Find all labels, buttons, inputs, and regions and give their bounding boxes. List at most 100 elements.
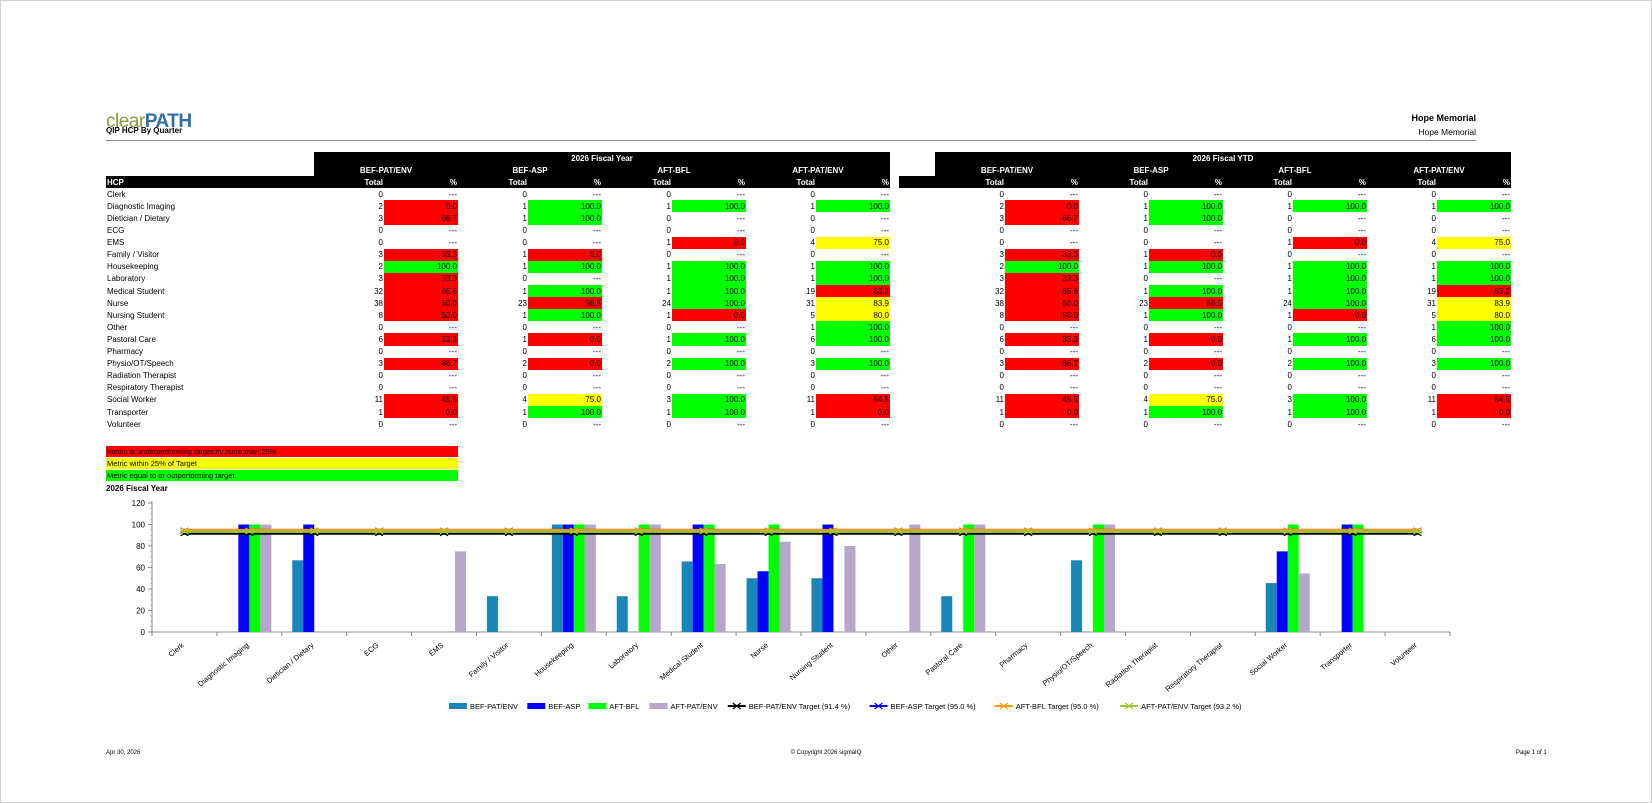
legend-label: AFT-PAT/ENV Target (93.2 %)	[1141, 702, 1242, 711]
total-cell: 1	[666, 238, 671, 248]
table-row: 3 33.3 0 --- 1 100.0 1 100.0	[899, 272, 1511, 286]
total-cell: 1	[1431, 322, 1436, 332]
pct-cell: 100.0	[816, 272, 890, 286]
total-cell: 0	[1431, 189, 1436, 199]
total-cell: 2	[378, 201, 383, 211]
total-cell: 24	[1283, 298, 1292, 308]
total-cell: 0	[999, 238, 1004, 248]
pct-cell: 0.0	[1149, 333, 1223, 346]
total-cell: 0	[1287, 214, 1292, 224]
pct-header: %	[528, 176, 602, 189]
pct-cell: 66.7	[1005, 212, 1079, 225]
total-cell: 0	[666, 189, 671, 199]
total-cell: 0	[666, 371, 671, 381]
total-cell: 1	[522, 310, 527, 320]
total-cell: 3	[999, 274, 1004, 284]
pct-cell: 100.0	[1437, 357, 1511, 370]
table-row: Nursing Student 8 50.0 1 100.0 1 0.0 5 80.0	[106, 309, 890, 322]
pct-cell: ---	[449, 322, 457, 332]
table-row: 32 65.6 1 100.0 1 100.0 19 63.2	[899, 285, 1511, 298]
pct-cell: 50.0	[384, 297, 458, 310]
org-name: Hope Memorial	[1411, 113, 1476, 123]
total-cell: 6	[1431, 334, 1436, 344]
legend-target-marker	[874, 702, 883, 710]
total-cell: 0	[1287, 419, 1292, 429]
pct-cell: ---	[737, 250, 745, 260]
bar	[1276, 551, 1288, 632]
table-row: Other 0 --- 0 --- 0 --- 1 100.0	[106, 321, 890, 334]
metric-header: AFT-PAT/ENV	[1367, 164, 1511, 177]
total-cell: 19	[806, 286, 815, 296]
pct-header: %	[384, 176, 458, 189]
x-tick-label: EMS	[427, 641, 445, 658]
pct-cell: ---	[1070, 322, 1078, 332]
table-row: 0 --- 0 --- 0 --- 0 ---	[899, 370, 1511, 382]
total-cell: 0	[810, 189, 815, 199]
pct-cell: ---	[1214, 274, 1222, 284]
org-subtitle: Hope Memorial	[1418, 127, 1476, 137]
x-tick-label: Pharmacy	[998, 640, 1030, 669]
target-marker	[894, 529, 903, 535]
total-cell: 1	[810, 407, 815, 417]
hcp-header: HCP	[106, 176, 314, 189]
total-cell: 0	[666, 347, 671, 357]
clearpath-logo: clearPATH	[106, 112, 192, 131]
bar	[649, 524, 661, 632]
legend-label: AFT-BFL Target (95.0 %)	[1016, 702, 1099, 711]
table-row: 6 33.3 1 0.0 1 100.0 6 100.0	[899, 333, 1511, 346]
hcp-name: Physio/OT/Speech	[107, 359, 174, 369]
group-title: 2026 Fiscal Year	[314, 152, 890, 165]
total-cell: 1	[1143, 214, 1148, 224]
bar	[714, 564, 726, 632]
total-cell: 1	[522, 250, 527, 260]
pct-cell: 0.0	[816, 405, 890, 419]
x-tick-label: Social Worker	[1248, 640, 1290, 677]
legend-swatch	[527, 703, 546, 709]
pct-cell: ---	[881, 250, 889, 260]
pct-cell: 100.0	[1293, 200, 1367, 213]
legend-swatch	[649, 703, 668, 709]
target-marker	[439, 529, 449, 535]
total-cell: 0	[810, 347, 815, 357]
total-cell: 1	[666, 274, 671, 284]
total-cell: 0	[522, 238, 527, 248]
pct-header: %	[1149, 176, 1223, 189]
pct-cell: 63.2	[816, 285, 890, 298]
x-tick-label: Pastoral Care	[924, 641, 965, 677]
table-row: 3 66.7 2 0.0 2 100.0 3 100.0	[899, 357, 1511, 370]
total-cell: 4	[1143, 395, 1148, 405]
bar	[1298, 573, 1310, 632]
x-tick-label: Respiratory Therapist	[1164, 640, 1225, 693]
pct-cell: 54.5	[1437, 393, 1511, 406]
pct-cell: 0.0	[1437, 405, 1511, 419]
bar	[238, 524, 250, 632]
pct-cell: 100.0	[1149, 309, 1223, 322]
legend-target-marker	[999, 702, 1009, 710]
total-cell: 2	[378, 262, 383, 272]
pct-cell: 75.0	[528, 393, 602, 406]
pct-cell: ---	[881, 189, 889, 199]
target-marker	[1218, 529, 1228, 535]
total-cell: 5	[1431, 310, 1436, 320]
total-cell: 0	[1431, 226, 1436, 236]
total-cell: 0	[1287, 322, 1292, 332]
table-row: Pastoral Care 6 33.3 1 0.0 1 100.0 6 100.0	[106, 333, 890, 346]
pct-cell: 100.0	[528, 405, 602, 419]
target-marker	[829, 529, 838, 535]
total-cell: 3	[810, 359, 815, 369]
hcp-header	[899, 176, 935, 189]
table-row: Medical Student 32 65.6 1 100.0 1 100.0 19 63.2	[106, 285, 890, 298]
total-cell: 0	[810, 226, 815, 236]
total-header: Total	[602, 176, 672, 189]
pct-cell: 100.0	[528, 212, 602, 225]
total-cell: 0	[522, 226, 527, 236]
total-cell: 11	[1427, 395, 1436, 405]
total-cell: 1	[666, 407, 671, 417]
total-cell: 3	[1287, 395, 1292, 405]
total-cell: 1	[1431, 262, 1436, 272]
pct-cell: ---	[1502, 347, 1510, 357]
pct-cell: ---	[1358, 347, 1366, 357]
total-cell: 38	[995, 298, 1004, 308]
table-row: Clerk 0 --- 0 --- 0 --- 0 ---	[106, 188, 890, 200]
pct-cell: 50.0	[384, 309, 458, 322]
